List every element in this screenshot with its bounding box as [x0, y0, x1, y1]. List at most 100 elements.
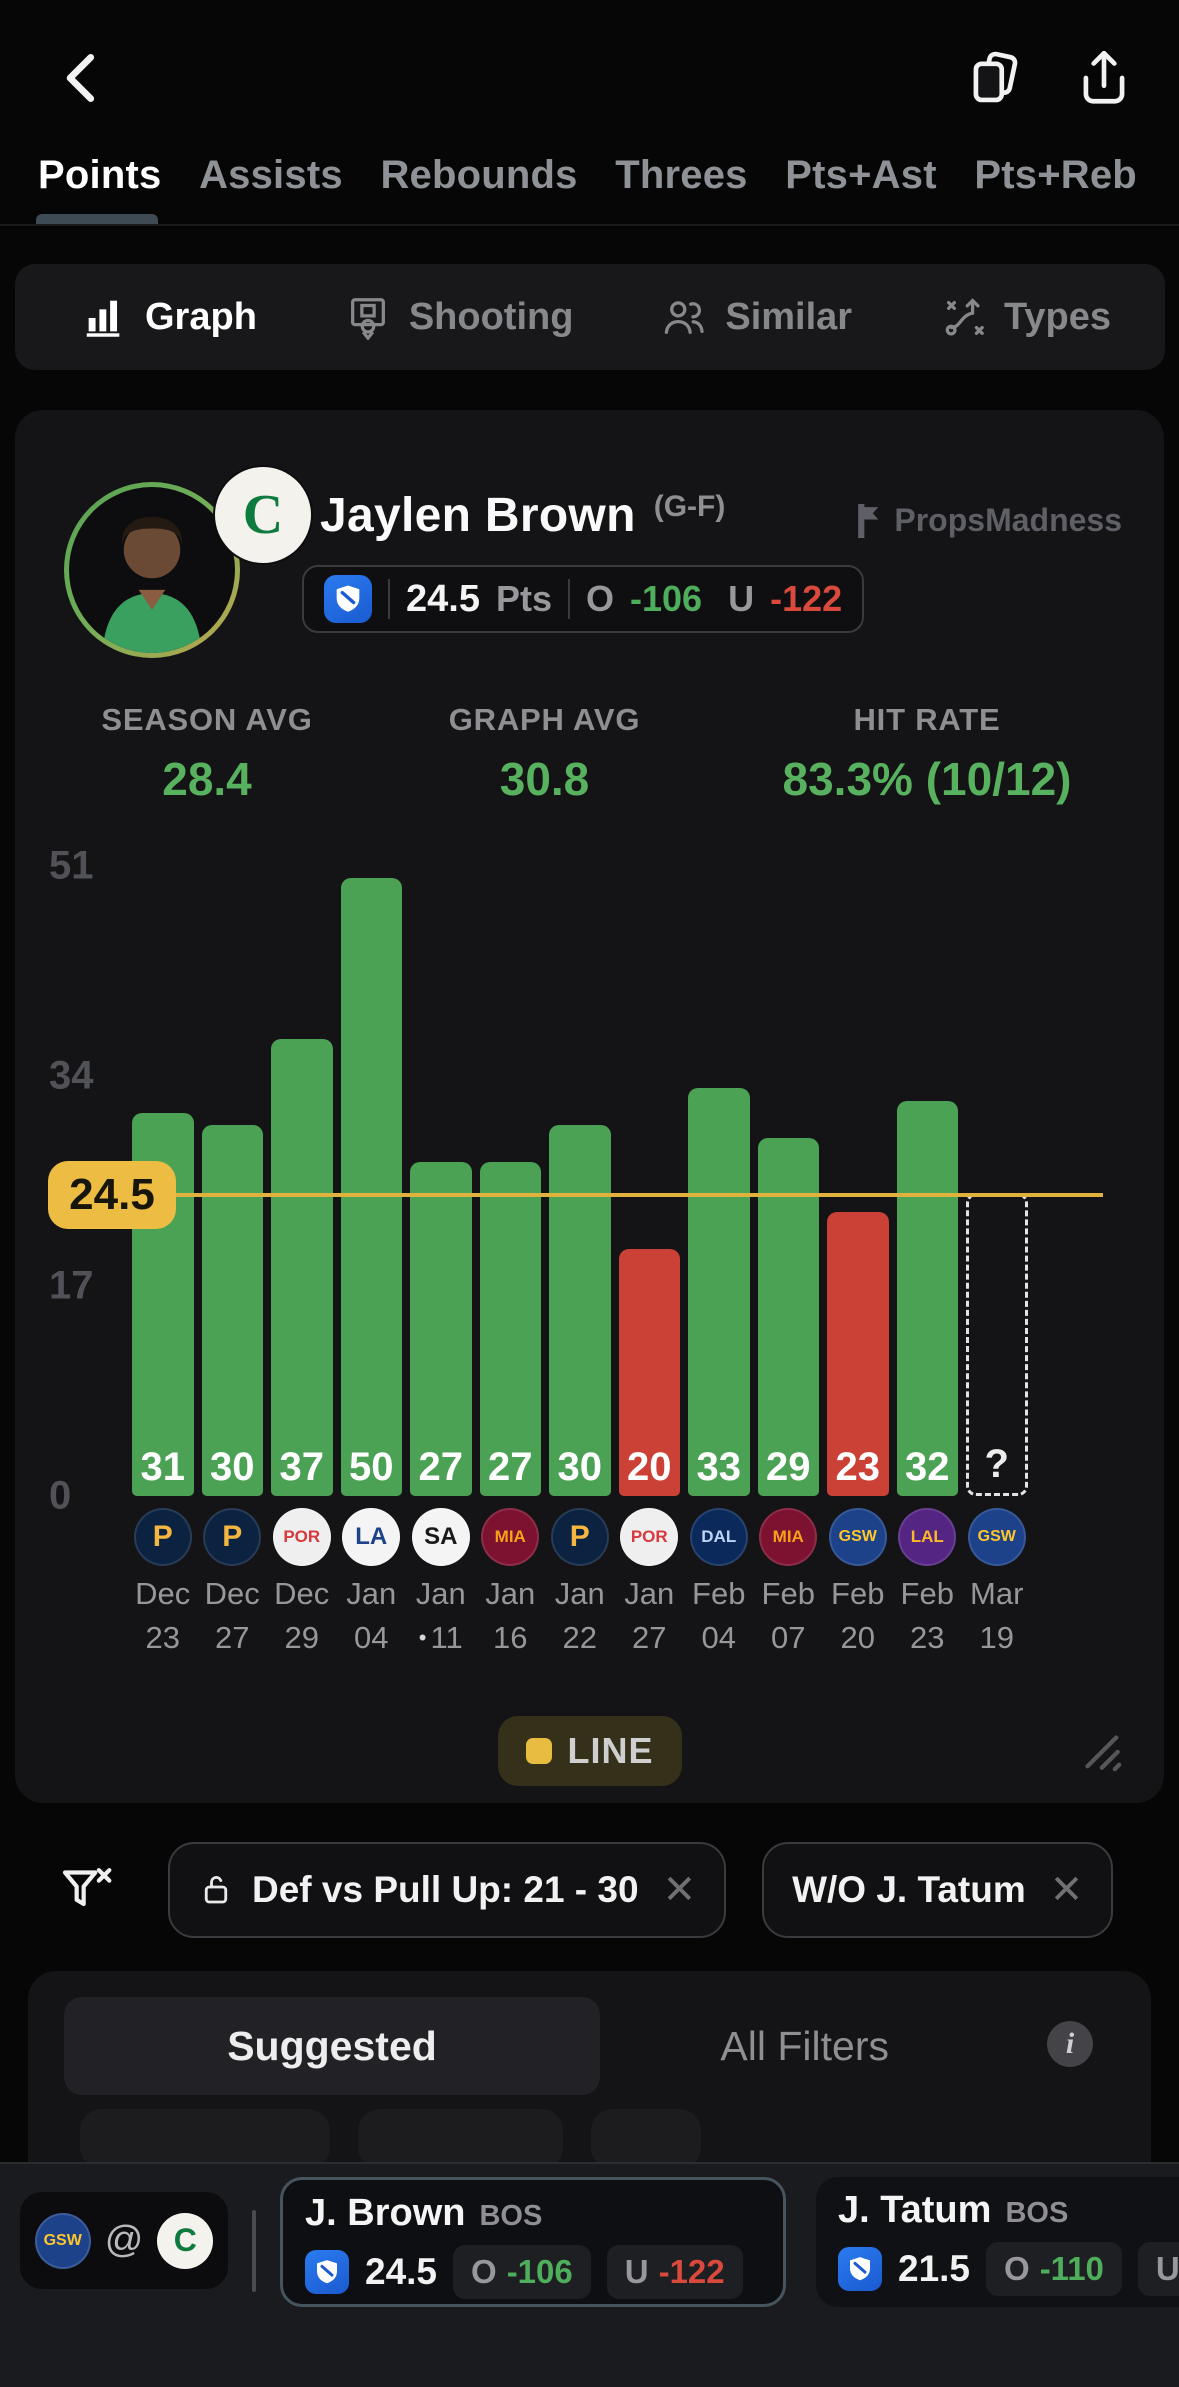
prop-tab-pts-ast[interactable]: Pts+Ast [785, 153, 937, 197]
line-legend-swatch [525, 1738, 552, 1764]
game-bar[interactable]: 50 [340, 878, 402, 1496]
filter-chip[interactable]: Def vs Pull Up: 21 - 30 ✕ [168, 1842, 727, 1938]
game-day: 04 [354, 1620, 389, 1655]
prop-tab-pts-reb[interactable]: Pts+Reb [974, 153, 1137, 197]
back-icon[interactable] [52, 47, 114, 109]
suggested-chip-stub[interactable] [591, 2109, 701, 2169]
prop-tab-threes[interactable]: Threes [615, 153, 748, 197]
game-bar[interactable]: 23 [827, 1211, 889, 1496]
prop-tab-assists[interactable]: Assists [199, 153, 343, 197]
opponent-logo-mia: MIA [759, 1508, 818, 1566]
opponent-logo-lac: LA [342, 1508, 401, 1566]
game-slot: 30 P Dec 27 [201, 840, 263, 1656]
fanduel-icon [324, 575, 372, 623]
view-tab-types[interactable]: Types [940, 294, 1111, 340]
betting-line-badge[interactable]: 24.5 [48, 1161, 176, 1230]
game-month: Jan [346, 1576, 397, 1611]
opponent-logo-sas: SA [411, 1508, 470, 1566]
game-bar[interactable]: 29 [757, 1137, 819, 1496]
game-slot: 37 POR Dec 29 [271, 840, 333, 1656]
projected-game-box[interactable]: ? [966, 1193, 1028, 1496]
copy-icon[interactable] [963, 47, 1025, 109]
game-bar-value: 33 [696, 1445, 742, 1489]
game-bar[interactable]: 30 [201, 1125, 263, 1496]
under-odds: -122 [770, 578, 843, 619]
game-bar-value: 27 [418, 1445, 464, 1489]
game-day: • 11 [418, 1620, 463, 1655]
tab-all-filters[interactable]: All Filters [720, 2023, 889, 2069]
bar-area: 27 [410, 840, 472, 1496]
game-bar[interactable]: 20 [618, 1248, 680, 1496]
opponent-logo-dal: DAL [689, 1508, 748, 1566]
game-bar-value: 23 [835, 1445, 881, 1489]
prop-tab-rebounds[interactable]: Rebounds [380, 153, 578, 197]
player-card-name: J. Brown [305, 2192, 466, 2234]
player-avatar: C [64, 467, 311, 658]
over-odds-pill[interactable]: O -110 [986, 2242, 1122, 2296]
player-prop-card-jbrown[interactable]: J. Brown BOS 24.5 O -106 U -122 [280, 2177, 786, 2307]
game-bar[interactable]: 33 [688, 1088, 750, 1496]
under-odds-pill[interactable]: U -122 [606, 2245, 743, 2299]
stat-season-avg: SEASON AVG 28.4 [101, 702, 313, 805]
game-day: 27 [632, 1620, 667, 1655]
prop-tab-points[interactable]: Points [35, 153, 161, 224]
suggested-chip-stub[interactable] [80, 2109, 330, 2169]
clear-filters-icon[interactable] [58, 1862, 114, 1918]
prop-line-pill[interactable]: 24.5 Pts O -106 U -122 [302, 565, 865, 633]
player-card-line: 21.5 [898, 2248, 971, 2289]
brand-logo: PropsMadness [854, 502, 1122, 539]
under-label: U [728, 578, 755, 619]
betting-line [55, 1193, 1103, 1198]
remove-filter-icon[interactable]: ✕ [1049, 1868, 1084, 1912]
bar-area: 32 [896, 840, 958, 1496]
over-odds-pill[interactable]: O -106 [453, 2245, 591, 2299]
opponent-logo-por: POR [620, 1508, 679, 1566]
view-tab-label: Types [1003, 295, 1111, 338]
player-prop-card-jtatum[interactable]: J. Tatum BOS 21.5 O-110 U- [816, 2177, 1179, 2307]
under-odds-pill[interactable]: U- [1137, 2242, 1179, 2296]
resize-handle-icon[interactable] [1076, 1726, 1122, 1772]
remove-filter-icon[interactable]: ✕ [662, 1868, 697, 1912]
game-bar-value: 31 [140, 1445, 186, 1489]
bottom-player-bar: GSW @ C J. Brown BOS 24.5 O -106 U -122 J. Tatu… [0, 2162, 1179, 2387]
share-icon[interactable] [1073, 47, 1135, 109]
tab-suggested[interactable]: Suggested [64, 1997, 600, 2095]
game-day: 27 [215, 1620, 250, 1655]
game-day: 22 [562, 1620, 597, 1655]
player-card-odds: 24.5 O -106 U -122 [305, 2245, 761, 2299]
graph-icon [81, 294, 127, 340]
game-month: Feb [761, 1576, 815, 1611]
line-legend[interactable]: LINE [497, 1716, 682, 1786]
game-bar-value: 20 [627, 1445, 672, 1489]
warriors-logo: GSW [34, 2212, 91, 2269]
bar-area: 29 [757, 840, 819, 1496]
view-tab-label: Graph [145, 295, 257, 338]
line-legend-label: LINE [567, 1730, 654, 1771]
game-bar[interactable]: 27 [479, 1162, 541, 1496]
bar-area: ? [966, 840, 1028, 1496]
info-icon[interactable]: i [1047, 2021, 1093, 2067]
player-name: Jaylen Brown [320, 489, 636, 542]
game-bar[interactable]: 30 [549, 1125, 611, 1496]
player-card-line: 24.5 [365, 2251, 438, 2292]
over-odds: -106 [630, 578, 703, 619]
types-icon [940, 294, 986, 340]
celtics-logo: C [215, 467, 311, 563]
player-card-team: BOS [1005, 2197, 1069, 2229]
filter-chip[interactable]: W/O J. Tatum ✕ [762, 1842, 1114, 1938]
line-unit: Pts [495, 578, 552, 619]
game-bar[interactable]: 27 [410, 1162, 472, 1496]
view-tab-graph[interactable]: Graph [81, 294, 257, 340]
suggested-chip-stub[interactable] [358, 2109, 563, 2169]
stats-row: SEASON AVG 28.4 GRAPH AVG 30.8 HIT RATE … [15, 702, 1164, 806]
view-tab-similar[interactable]: Similar [661, 294, 852, 340]
view-tab-shooting[interactable]: Shooting [345, 294, 574, 340]
opponent-logo-por: POR [272, 1508, 331, 1566]
game-slot: 29 MIA Feb 07 [757, 840, 819, 1656]
game-bar[interactable]: 32 [896, 1100, 958, 1496]
game-day: 23 [910, 1620, 945, 1655]
game-bar[interactable]: 37 [271, 1038, 333, 1496]
player-card-header: J. Brown BOS [305, 2192, 761, 2235]
matchup-card[interactable]: GSW @ C [20, 2192, 228, 2289]
view-tab-label: Shooting [408, 295, 574, 338]
